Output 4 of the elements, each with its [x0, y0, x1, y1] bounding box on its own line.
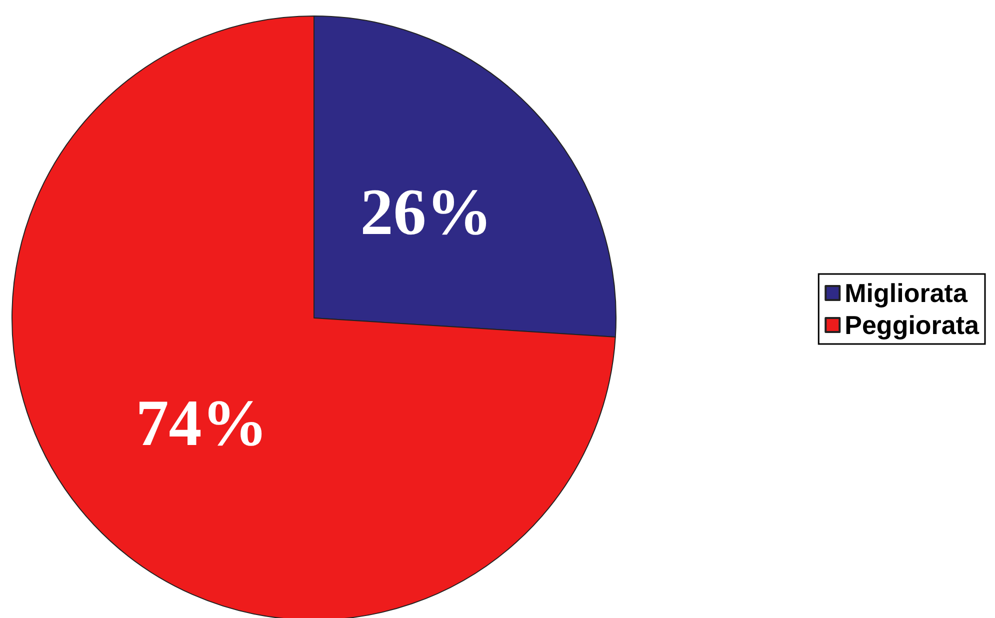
data-label: 74% — [136, 386, 268, 460]
legend-label: Migliorata — [844, 278, 968, 308]
legend-label: Peggiorata — [844, 310, 980, 340]
data-label: 26% — [360, 176, 492, 250]
